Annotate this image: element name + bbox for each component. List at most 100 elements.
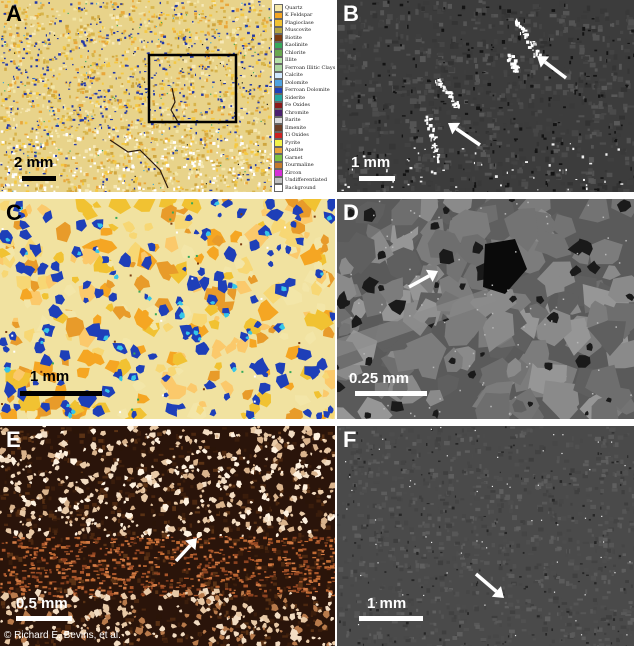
legend-item: Pyrite	[274, 139, 336, 147]
legend-swatch	[274, 71, 283, 79]
legend-label: Tourmaline	[285, 162, 314, 169]
legend-swatch	[274, 41, 283, 49]
scale-bar-a	[22, 176, 56, 181]
legend-label: Undifferentiated	[285, 177, 328, 184]
legend-label: Dolomite	[285, 79, 308, 86]
scale-bar-e	[16, 616, 72, 621]
legend-label: Background	[285, 184, 316, 191]
legend-swatch	[274, 184, 283, 192]
legend-item: Quartz	[274, 4, 336, 12]
legend-item: Siderite	[274, 94, 336, 102]
panel-label-a: A	[6, 1, 22, 26]
legend-label: Apatite	[285, 147, 304, 154]
arrow-b-lower	[448, 122, 481, 147]
legend-item: Apatite	[274, 146, 336, 154]
legend-swatch	[274, 131, 283, 139]
legend-item: Ferroan Illitic Clays	[274, 64, 336, 72]
scale-label-f: 1 mm	[367, 595, 407, 612]
legend-item: Ti Oxides	[274, 131, 336, 139]
legend-swatch	[274, 11, 283, 19]
legend-item: Zircon	[274, 169, 336, 177]
thin-section-image-e	[0, 426, 335, 646]
legend-swatch	[274, 79, 283, 87]
legend-swatch	[274, 4, 283, 12]
panel-a-mineral-map: A 2 mm	[0, 0, 272, 192]
legend-label: Zircon	[285, 169, 302, 176]
legend-label: Ferroan Illitic Clays	[285, 64, 336, 71]
legend-label: Siderite	[285, 94, 306, 101]
legend-item: Chromite	[274, 109, 336, 117]
legend-label: Ilmenite	[285, 124, 307, 131]
legend-item: Dolomite	[274, 79, 336, 87]
legend-item: K Feldspar	[274, 11, 336, 19]
legend-item: Ilmenite	[274, 124, 336, 132]
panel-b-bse-image: B 1 mm	[337, 0, 634, 192]
legend-label: Ferroan Dolomite	[285, 87, 330, 94]
legend-swatch	[274, 116, 283, 124]
legend-item: Barite	[274, 116, 336, 124]
scale-label-d: 0.25 mm	[349, 370, 410, 387]
legend-item: Muscovite	[274, 26, 336, 34]
panel-label-e: E	[6, 427, 21, 452]
legend-swatch	[274, 101, 283, 109]
legend-item: Fe Oxides	[274, 101, 336, 109]
legend-swatch	[274, 49, 283, 57]
legend-swatch	[274, 86, 283, 94]
panel-f-bse-image: F 1 mm	[337, 426, 634, 646]
arrow-d	[408, 269, 438, 289]
legend-label: Fe Oxides	[285, 102, 310, 109]
scale-label-a: 2 mm	[14, 154, 54, 171]
legend-swatch	[274, 176, 283, 184]
legend-item: Kaolinite	[274, 41, 336, 49]
legend-label: Ti Oxides	[285, 132, 309, 139]
legend-swatch	[274, 109, 283, 117]
scale-label-b: 1 mm	[351, 154, 391, 171]
legend-item: Illite	[274, 56, 336, 64]
arrow-f	[474, 572, 504, 598]
scale-bar-d	[355, 391, 427, 396]
legend-swatch	[274, 34, 283, 42]
panel-e-thin-section: E 0.5 mm	[0, 426, 335, 646]
bse-image-f	[337, 426, 634, 646]
legend-label: Garnet	[285, 154, 303, 161]
legend-label: Pyrite	[285, 139, 301, 146]
legend-swatch	[274, 154, 283, 162]
legend-swatch	[274, 56, 283, 64]
legend-swatch	[274, 161, 283, 169]
legend-item: Chlorite	[274, 49, 336, 57]
legend-item: Background	[274, 184, 336, 192]
panel-d-bse-zoom: D 0.25 mm	[337, 199, 634, 419]
legend-swatch	[274, 94, 283, 102]
legend-label: Quartz	[285, 4, 303, 11]
legend-label: Kaolinite	[285, 42, 308, 49]
legend-label: Chlorite	[285, 49, 306, 56]
legend-swatch	[274, 139, 283, 147]
zoom-region-box	[147, 53, 238, 124]
scale-bar-f	[359, 616, 423, 621]
legend-label: K Feldspar	[285, 12, 313, 19]
bse-image-b	[337, 0, 634, 192]
legend-swatch	[274, 146, 283, 154]
legend-label: Plagioclase	[285, 19, 314, 26]
legend-swatch	[274, 124, 283, 132]
scale-bar-c	[20, 391, 102, 396]
panel-c-mineral-map-zoom: C 1 mm	[0, 199, 335, 419]
legend-swatch	[274, 26, 283, 34]
mineral-map-image-a	[0, 0, 272, 192]
legend-swatch	[274, 64, 283, 72]
legend-label: Biotite	[285, 34, 302, 41]
legend-label: Calcite	[285, 72, 303, 79]
scale-label-e: 0.5 mm	[16, 595, 68, 612]
legend-label: Barite	[285, 117, 301, 124]
scale-label-c: 1 mm	[30, 368, 70, 385]
legend-item: Ferroan Dolomite	[274, 86, 336, 94]
legend-item: Undifferentiated	[274, 176, 336, 184]
arrow-e	[174, 538, 197, 563]
panel-label-d: D	[343, 200, 359, 225]
panel-label-c: C	[6, 200, 22, 225]
panel-label-f: F	[343, 427, 357, 452]
image-credit: © Richard E. Bevins, et al.	[4, 630, 121, 641]
legend-item: Plagioclase	[274, 19, 336, 27]
panel-label-b: B	[343, 1, 359, 26]
arrow-b-upper	[537, 56, 568, 80]
